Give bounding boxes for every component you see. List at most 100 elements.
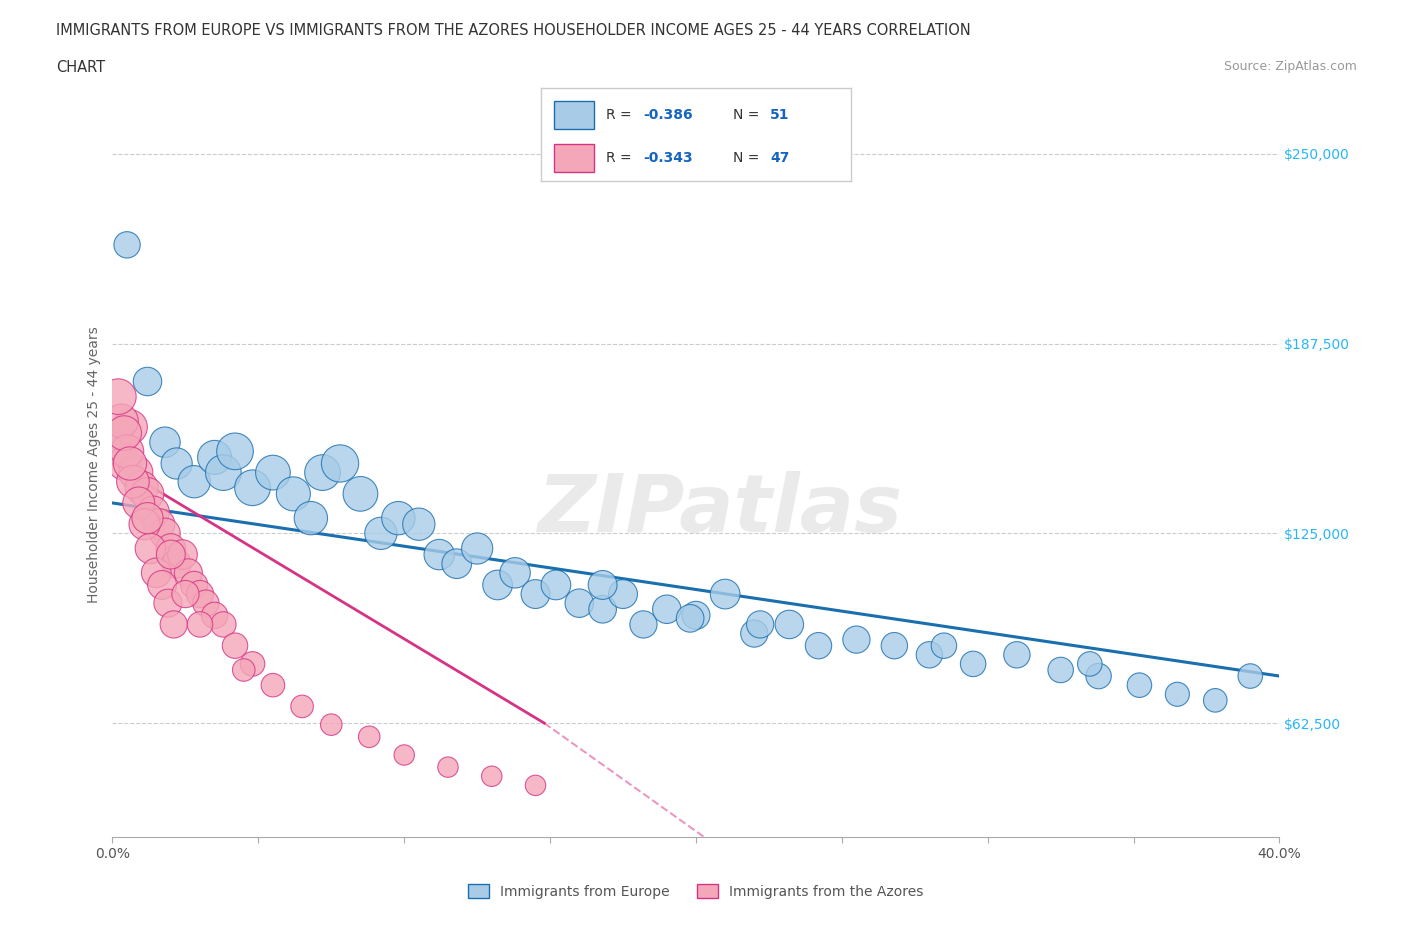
- Point: [212, 465, 235, 480]
- Text: 51: 51: [770, 108, 790, 123]
- Point: [136, 511, 159, 525]
- Point: [183, 474, 205, 489]
- Point: [714, 587, 737, 602]
- Point: [125, 465, 148, 480]
- Point: [115, 237, 138, 252]
- Point: [633, 617, 655, 631]
- Point: [524, 587, 547, 602]
- Point: [742, 626, 765, 641]
- Point: [465, 541, 488, 556]
- Point: [1166, 687, 1188, 702]
- Point: [153, 525, 176, 540]
- Point: [503, 565, 526, 580]
- Point: [1078, 657, 1101, 671]
- Point: [118, 456, 141, 471]
- Point: [204, 450, 226, 465]
- Point: [387, 511, 409, 525]
- Point: [212, 617, 235, 631]
- Point: [612, 587, 634, 602]
- Point: [283, 486, 305, 501]
- Point: [392, 748, 416, 763]
- Point: [349, 486, 371, 501]
- Point: [262, 678, 284, 693]
- Point: [166, 456, 188, 471]
- Point: [329, 456, 352, 471]
- Point: [160, 547, 183, 562]
- Text: -0.386: -0.386: [644, 108, 693, 123]
- Point: [262, 465, 284, 480]
- Point: [150, 578, 173, 592]
- Point: [370, 525, 392, 540]
- Text: ZIPatlas: ZIPatlas: [537, 471, 901, 549]
- Point: [183, 578, 205, 592]
- Legend: Immigrants from Europe, Immigrants from the Azores: Immigrants from Europe, Immigrants from …: [463, 879, 929, 905]
- Point: [655, 602, 678, 617]
- Point: [778, 617, 800, 631]
- Point: [136, 374, 159, 389]
- Point: [166, 556, 188, 571]
- Point: [807, 638, 830, 653]
- Point: [177, 565, 200, 580]
- Point: [592, 578, 614, 592]
- Point: [242, 657, 264, 671]
- Point: [1049, 662, 1071, 677]
- Point: [232, 662, 254, 677]
- Point: [1204, 693, 1226, 708]
- Point: [679, 611, 702, 626]
- Point: [112, 426, 135, 441]
- Point: [153, 435, 176, 450]
- Point: [544, 578, 567, 592]
- Point: [437, 760, 460, 775]
- Point: [932, 638, 955, 653]
- Point: [107, 390, 129, 405]
- Point: [685, 608, 707, 623]
- Point: [110, 414, 132, 429]
- Point: [128, 496, 150, 511]
- Point: [481, 769, 503, 784]
- Text: R =: R =: [606, 151, 637, 166]
- Y-axis label: Householder Income Ages 25 - 44 years: Householder Income Ages 25 - 44 years: [87, 326, 101, 604]
- Text: IMMIGRANTS FROM EUROPE VS IMMIGRANTS FROM THE AZORES HOUSEHOLDER INCOME AGES 25 : IMMIGRANTS FROM EUROPE VS IMMIGRANTS FRO…: [56, 23, 972, 38]
- Point: [524, 777, 547, 792]
- Point: [918, 647, 941, 662]
- Point: [568, 596, 591, 611]
- Point: [107, 435, 129, 450]
- Text: -0.343: -0.343: [644, 151, 693, 166]
- Point: [156, 596, 179, 611]
- Text: CHART: CHART: [56, 60, 105, 75]
- Point: [131, 480, 153, 495]
- Point: [1128, 678, 1150, 693]
- Point: [163, 617, 186, 631]
- Point: [1239, 669, 1261, 684]
- Point: [883, 638, 905, 653]
- Text: N =: N =: [733, 108, 763, 123]
- Point: [1005, 647, 1028, 662]
- Point: [359, 729, 381, 744]
- Text: Source: ZipAtlas.com: Source: ZipAtlas.com: [1223, 60, 1357, 73]
- Point: [160, 541, 183, 556]
- Point: [112, 456, 135, 471]
- Point: [122, 474, 145, 489]
- Point: [145, 565, 167, 580]
- Point: [486, 578, 509, 592]
- Point: [291, 699, 314, 714]
- Point: [136, 486, 159, 501]
- Point: [115, 444, 138, 458]
- Point: [188, 617, 211, 631]
- Point: [194, 596, 217, 611]
- Text: 47: 47: [770, 151, 790, 166]
- Point: [1087, 669, 1109, 684]
- Point: [592, 602, 614, 617]
- Point: [408, 517, 430, 532]
- Point: [118, 419, 141, 434]
- Point: [749, 617, 772, 631]
- Point: [188, 587, 211, 602]
- Point: [139, 541, 162, 556]
- FancyBboxPatch shape: [554, 101, 593, 129]
- Point: [142, 505, 165, 520]
- Point: [242, 480, 264, 495]
- Point: [446, 556, 468, 571]
- Point: [311, 465, 333, 480]
- Point: [845, 632, 868, 647]
- Point: [427, 547, 450, 562]
